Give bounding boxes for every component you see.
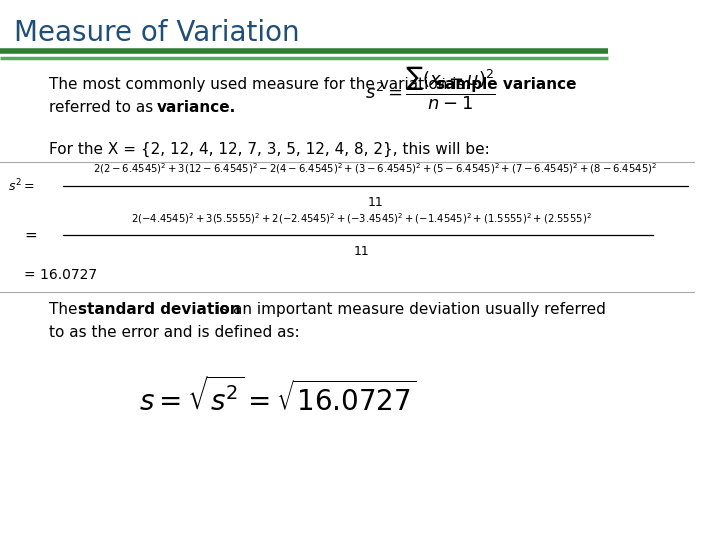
Text: $2(-4.4545)^2+3(5.5555)^2+2(-2.4545)^2+(-3.4545)^2+(-1.4545)^2+(1.5555)^2+(2.555: $2(-4.4545)^2+3(5.5555)^2+2(-2.4545)^2+(…: [131, 211, 592, 226]
Text: For the X = {2, 12, 4, 12, 7, 3, 5, 12, 4, 8, 2}, this will be:: For the X = {2, 12, 4, 12, 7, 3, 5, 12, …: [49, 141, 490, 157]
Text: is an important measure deviation usually referred: is an important measure deviation usuall…: [211, 302, 606, 318]
Text: variance.: variance.: [156, 100, 235, 115]
Text: The: The: [49, 302, 82, 318]
Text: The most commonly used measure for the variation is: The most commonly used measure for the v…: [49, 77, 469, 92]
Text: sample variance: sample variance: [436, 77, 577, 92]
Text: 11: 11: [367, 196, 383, 209]
Text: Measure of Variation: Measure of Variation: [14, 19, 300, 47]
Text: $s = \sqrt{s^2} = \sqrt{16.0727}$: $s = \sqrt{s^2} = \sqrt{16.0727}$: [139, 377, 417, 417]
Text: referred to as: referred to as: [49, 100, 158, 115]
Text: to as the error and is defined as:: to as the error and is defined as:: [49, 325, 300, 340]
Text: standard deviation: standard deviation: [78, 302, 240, 318]
Text: 11: 11: [354, 245, 369, 258]
Text: =: =: [24, 227, 37, 242]
Text: = 16.0727: = 16.0727: [24, 268, 97, 282]
Text: $s^2 =$: $s^2 =$: [9, 178, 35, 194]
Text: $s^2 = \dfrac{\sum (x_i - \mu)^2}{n-1}$: $s^2 = \dfrac{\sum (x_i - \mu)^2}{n-1}$: [365, 66, 496, 112]
Text: $2(2-6.4545)^2+3(12-6.4545)^2-2(4-6.4545)^2+(3-6.4545)^2+(5-6.4545)^2+(7-6.4545): $2(2-6.4545)^2+3(12-6.4545)^2-2(4-6.4545…: [93, 161, 657, 176]
